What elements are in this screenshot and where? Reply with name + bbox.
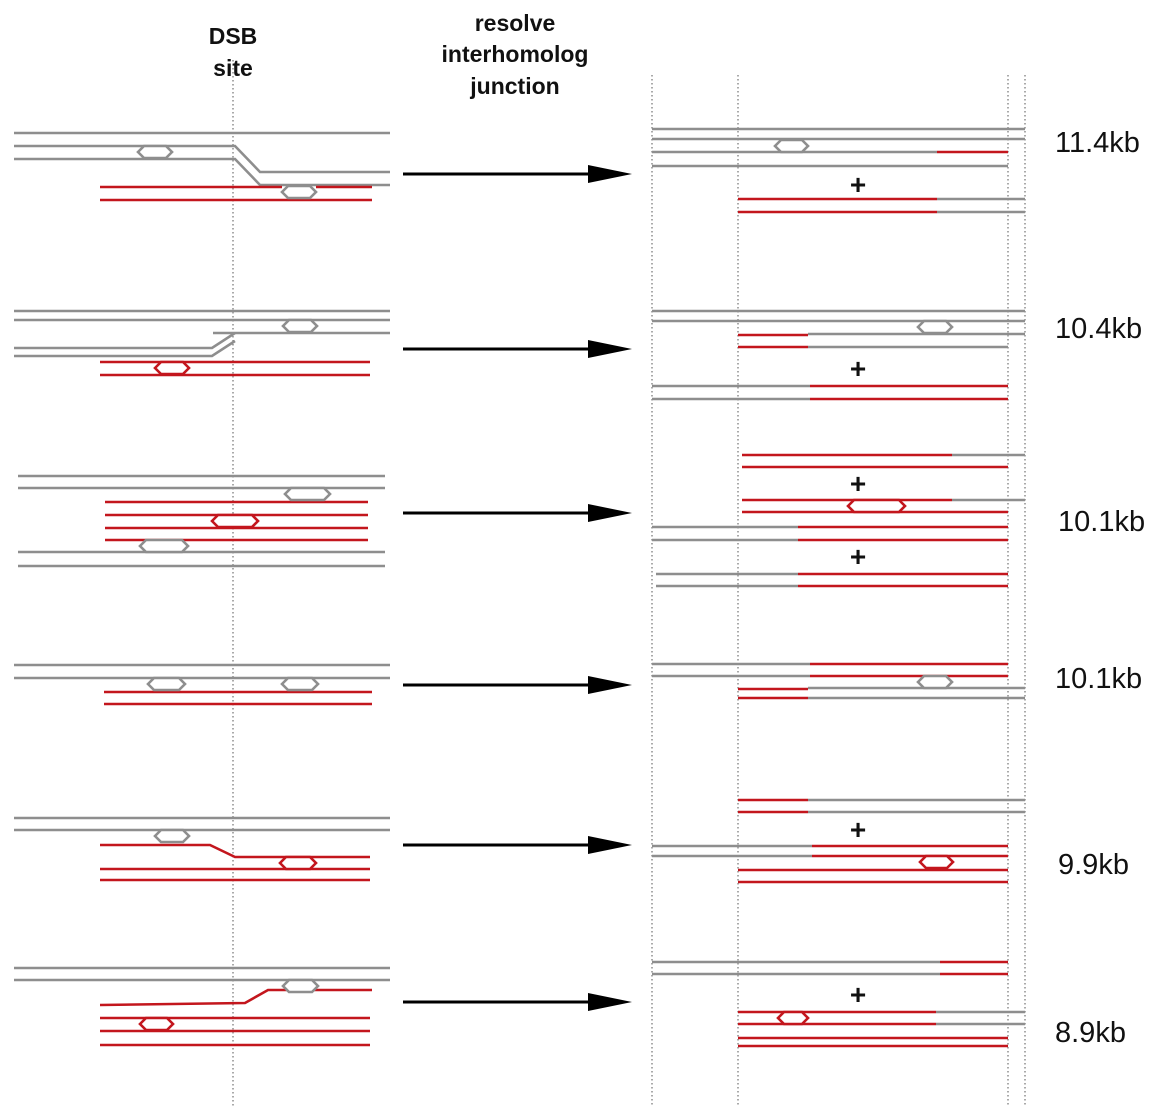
arrow-head [588,836,632,854]
junction [148,678,185,690]
fragment-size: 8.9kb [1055,1017,1126,1049]
junction [282,186,316,198]
fragment-size: 10.1kb [1058,506,1145,538]
step-label: interhomolog [442,41,589,67]
arrow-head [588,340,632,358]
dsb-label: DSB [209,23,258,49]
junction [155,830,189,842]
plus-sign: + [850,814,866,845]
junction [140,540,188,552]
junction [280,857,316,869]
junction [138,146,172,158]
junction [918,321,952,333]
diagram: DSB site resolve interhomolog junction +… [0,0,1167,1106]
plus-sign: + [850,169,866,200]
junction [918,676,952,688]
fragment-size: 9.9kb [1058,849,1129,881]
junction [212,515,258,527]
plus-sign: + [850,468,866,499]
arrow-head [588,504,632,522]
junction [140,1018,173,1030]
plus-sign: + [850,979,866,1010]
junction [775,140,808,152]
strand [100,990,372,1005]
arrow-head [588,676,632,694]
strand [100,845,370,857]
dsb-label: site [213,55,253,81]
junction [155,362,189,374]
junction [920,856,953,868]
junction [848,500,905,512]
step-label: resolve [475,10,556,36]
plus-sign: + [850,353,866,384]
step-label: junction [469,73,559,99]
arrow-head [588,993,632,1011]
junction [285,488,330,500]
junction [283,980,318,992]
junction [778,1012,808,1024]
strand [14,333,235,348]
fragment-size: 10.4kb [1055,313,1142,345]
arrow-head [588,165,632,183]
guides [233,60,1025,1106]
junction [282,678,318,690]
junction [283,320,317,332]
fragment-size: 10.1kb [1055,663,1142,695]
fragment-size: 11.4kb [1055,127,1140,159]
plus-sign: + [850,541,866,572]
